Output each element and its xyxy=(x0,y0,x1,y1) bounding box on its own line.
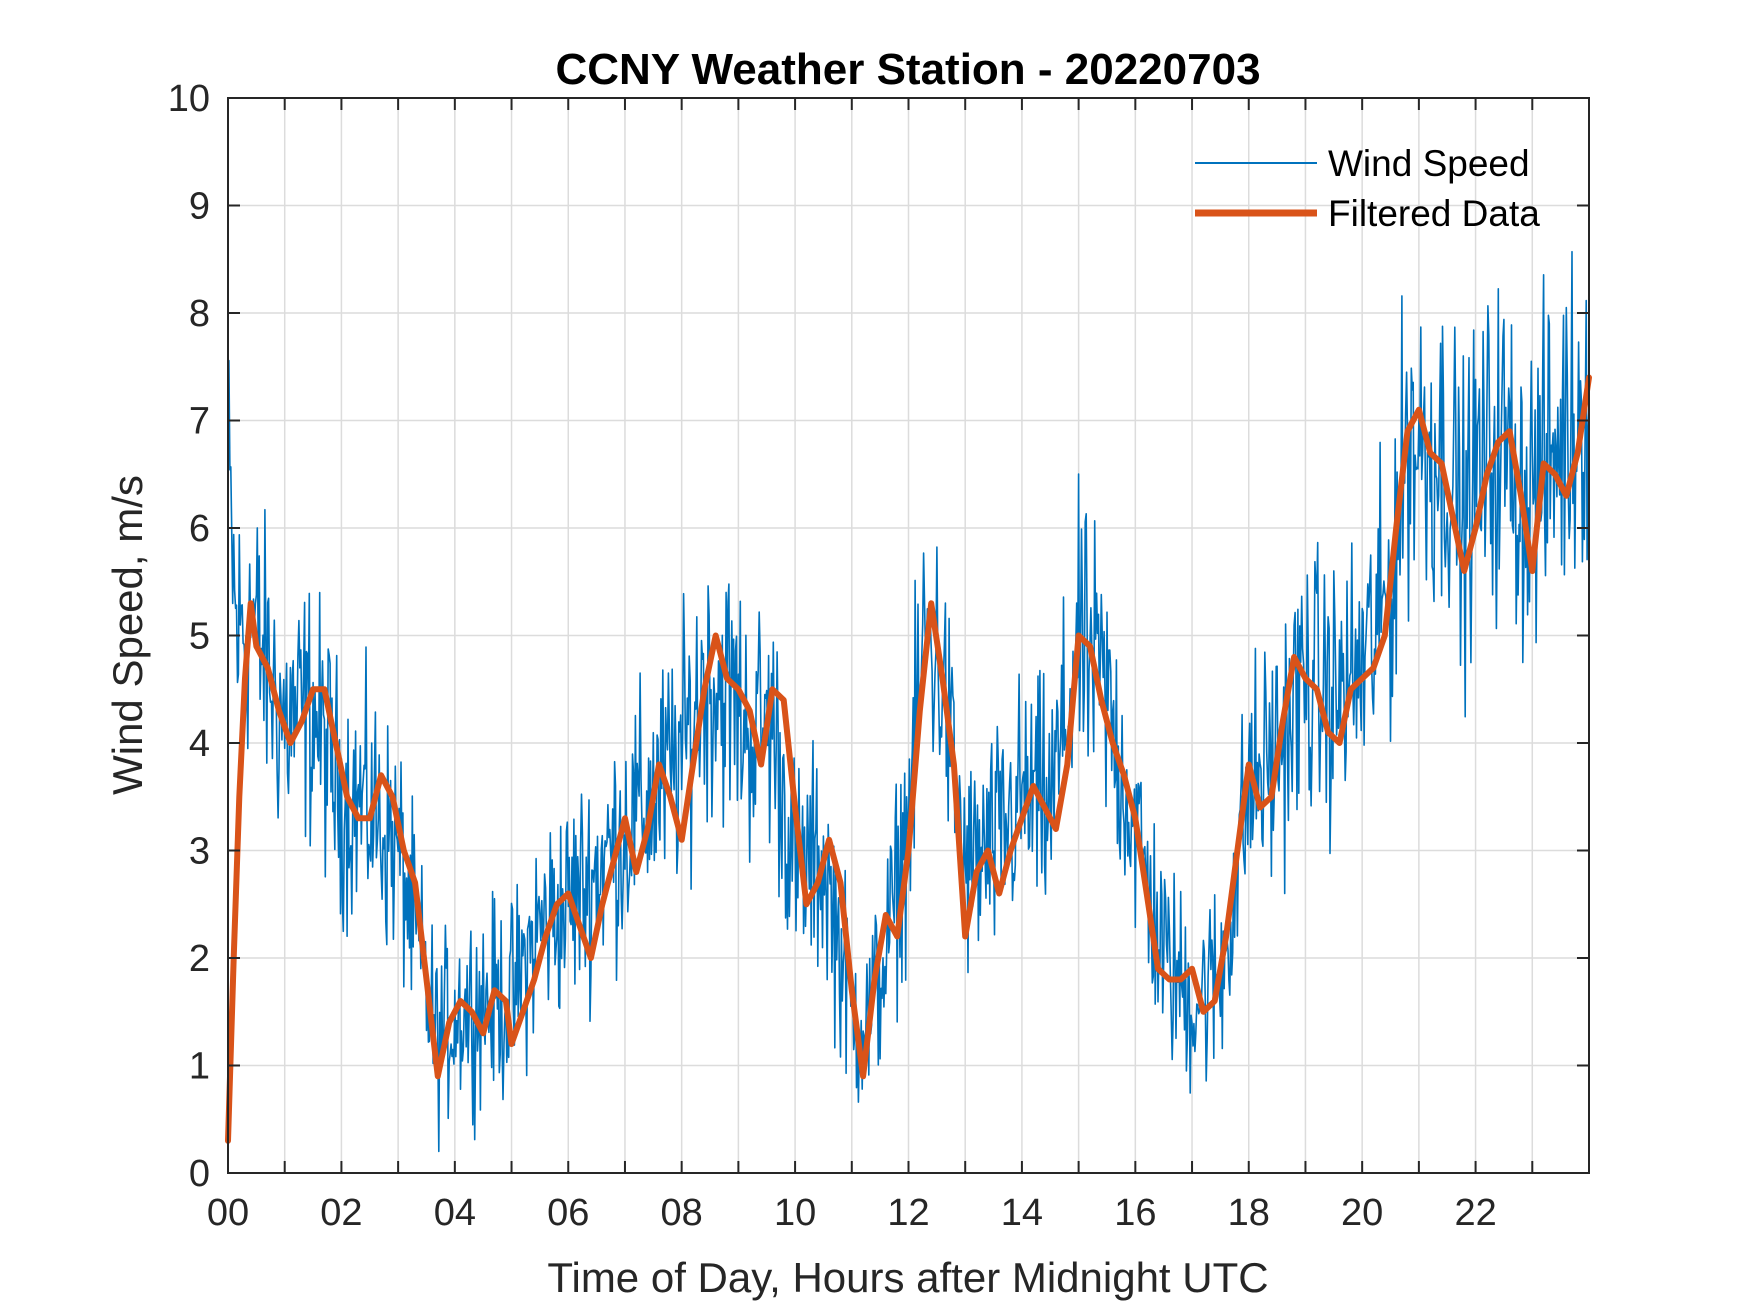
y-axis-label: Wind Speed, m/s xyxy=(104,475,151,795)
x-tick-label: 22 xyxy=(1454,1192,1496,1234)
legend: Wind Speed Filtered Data xyxy=(1195,143,1540,234)
y-tick-label: 0 xyxy=(189,1153,210,1195)
x-tick-label: 04 xyxy=(434,1192,476,1234)
y-tick-label: 2 xyxy=(189,938,210,980)
filtered-data-line xyxy=(225,374,1592,1144)
x-tick-label: 18 xyxy=(1228,1192,1270,1234)
x-tick-label: 02 xyxy=(320,1192,362,1234)
x-tick-label: 10 xyxy=(774,1192,816,1234)
x-tick-label: 06 xyxy=(547,1192,589,1234)
y-tick-label: 3 xyxy=(189,831,210,873)
x-tick-label: 14 xyxy=(1001,1192,1043,1234)
x-tick-label: 16 xyxy=(1114,1192,1156,1234)
x-tick-label: 20 xyxy=(1341,1192,1383,1234)
y-tick-label: 10 xyxy=(168,78,210,120)
x-tick-label: 08 xyxy=(661,1192,703,1234)
y-tick-label: 6 xyxy=(189,508,210,550)
y-tick-label: 5 xyxy=(189,616,210,658)
filtered-data-series xyxy=(225,374,1592,1144)
legend-filtered-data-label: Filtered Data xyxy=(1328,193,1540,234)
y-tick-label: 7 xyxy=(189,401,210,443)
x-tick-labels: 00 02 04 06 08 10 12 14 16 18 20 22 xyxy=(207,1192,1497,1234)
x-tick-label: 12 xyxy=(887,1192,929,1234)
y-tick-label: 1 xyxy=(189,1046,210,1088)
chart-title: CCNY Weather Station - 20220703 xyxy=(555,45,1260,94)
ticks xyxy=(228,98,1589,1173)
x-tick-label: 00 xyxy=(207,1192,249,1234)
legend-wind-speed-label: Wind Speed xyxy=(1328,143,1530,184)
y-tick-label: 8 xyxy=(189,293,210,335)
y-tick-label: 9 xyxy=(189,186,210,228)
x-axis-label: Time of Day, Hours after Midnight UTC xyxy=(547,1254,1268,1301)
y-tick-label: 4 xyxy=(189,723,210,765)
y-tick-labels: 0 1 2 3 4 5 6 7 8 9 10 xyxy=(168,78,210,1195)
